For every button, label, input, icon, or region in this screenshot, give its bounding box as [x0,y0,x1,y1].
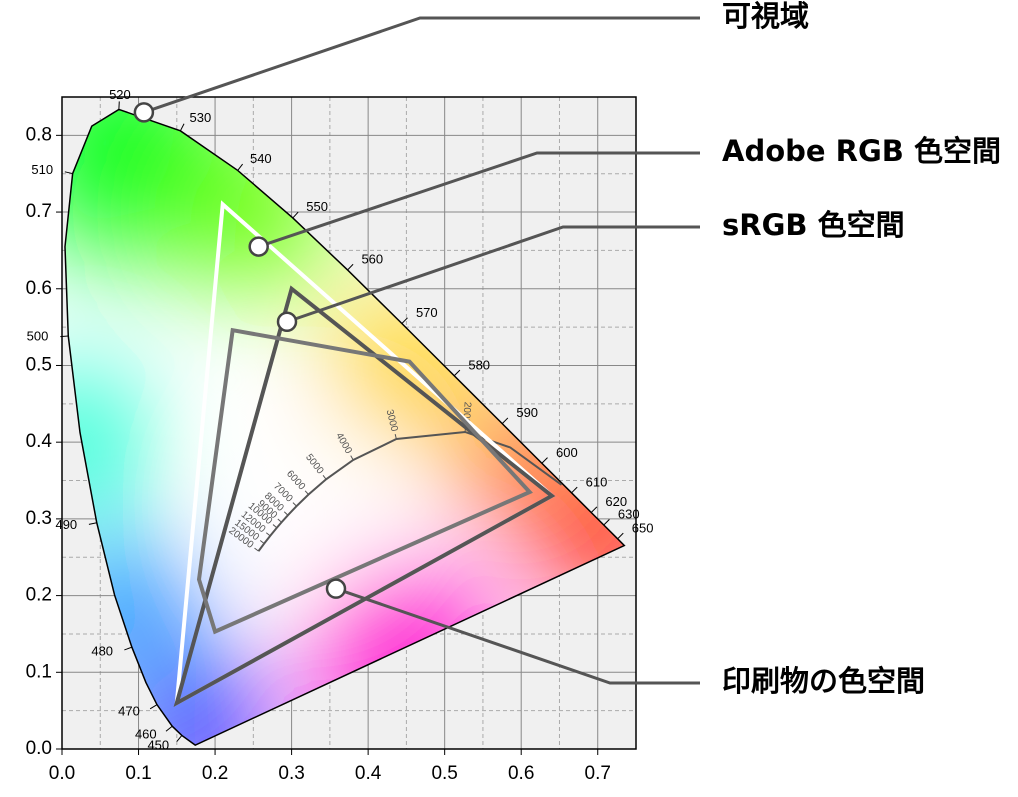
wavelength-label: 500 [27,329,49,344]
wavelength-label: 580 [468,357,490,372]
wavelength-label: 460 [135,726,157,741]
wavelength-tick [149,704,158,710]
callout-label: 可視域 [722,0,809,33]
callout-label: 印刷物の色空間 [722,664,925,698]
wavelength-label: 650 [632,520,654,535]
wavelength-tick [541,457,548,464]
leader-line [335,587,700,685]
temperature-tick [265,532,271,537]
x-tick-label: 0.7 [585,763,611,784]
wavelength-label: 620 [605,494,627,509]
plot-frame [61,96,637,750]
leader-line [286,225,700,324]
temperature-label: 3000 [384,408,400,433]
x-tick-label: 0.2 [202,763,228,784]
temperature-tick [277,518,282,523]
wavelength-tick [88,522,97,525]
wavelength-label: 600 [556,445,578,460]
callout-marker [248,236,269,257]
x-tick-label: 0.6 [508,763,534,784]
wavelength-tick [401,317,408,324]
wavelength-tick [292,211,299,219]
y-tick-label: 0.0 [26,738,52,759]
wavelength-label: 590 [516,405,538,420]
y-tick-label: 0.5 [26,354,52,375]
wavelength-tick [176,735,183,742]
wavelength-tick [237,163,244,171]
temperature-tick [350,455,354,461]
wavelength-label: 470 [118,703,140,718]
wavelength-label: 630 [618,507,640,522]
wavelength-label: 560 [361,251,383,266]
wavelength-label: 610 [586,474,608,489]
x-tick-label: 0.3 [278,763,304,784]
gamut-outline [196,327,533,635]
x-tick-label: 0.4 [355,763,382,784]
wavelength-tick [571,486,578,494]
planckian-locus [257,430,563,552]
x-tick-label: 0.5 [431,763,457,784]
temperature-tick [394,434,397,440]
wavelength-tick [501,417,509,424]
wavelength-tick [165,725,173,732]
y-tick-label: 0.8 [26,124,52,145]
wavelength-tick [453,369,461,377]
wavelength-label: 540 [250,151,272,166]
wavelength-label: 570 [416,305,438,320]
wavelength-tick [590,506,598,513]
wavelength-tick [347,263,354,271]
wavelength-label: 510 [31,162,53,177]
y-tick-label: 0.6 [26,278,52,299]
wavelength-label: 550 [306,199,328,214]
wavelength-tick [603,518,610,526]
y-tick-label: 0.3 [26,508,52,529]
wavelength-label: 520 [109,87,131,102]
callout-marker [276,311,298,332]
temperature-tick [304,490,309,495]
callout-label: Adobe RGB 色空間 [722,134,1001,168]
temperature-tick [259,540,265,544]
callout-label: sRGB 色空間 [722,208,905,242]
wavelength-tick [617,532,624,540]
x-tick-label: 0.1 [125,763,151,784]
leader-line [143,16,700,114]
leader-line [258,151,700,248]
callout-marker [133,102,155,123]
y-tick-label: 0.1 [26,661,52,682]
color-blob [129,663,270,746]
y-tick-label: 0.4 [26,431,53,452]
y-tick-label: 0.2 [26,585,52,606]
wavelength-label: 490 [55,517,77,532]
temperature-tick [322,475,327,480]
wavelength-label: 530 [190,110,212,125]
temperature-tick [272,524,278,529]
wavelength-label: 480 [91,643,113,658]
x-tick-label: 0.0 [49,763,75,784]
wavelength-tick [179,123,185,132]
temperature-tick [283,511,289,516]
y-tick-label: 0.7 [26,201,52,222]
temperature-tick [254,547,259,552]
temperature-tick [292,502,297,507]
wavelength-tick [64,171,73,175]
wavelength-tick [124,646,133,651]
callout-marker [325,578,347,599]
